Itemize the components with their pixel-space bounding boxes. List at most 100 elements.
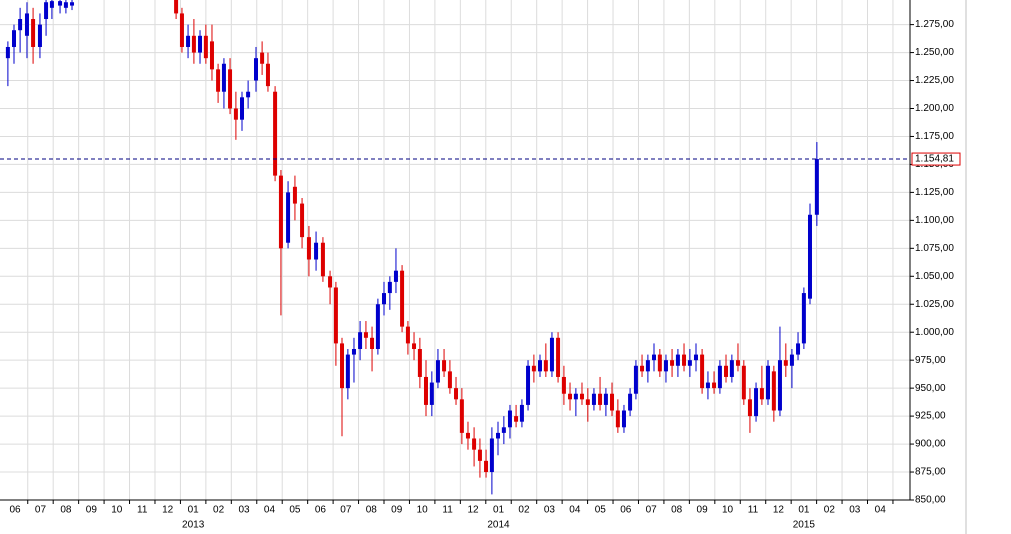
candle-body xyxy=(265,63,270,87)
candle-body xyxy=(777,360,782,411)
candle-body xyxy=(198,35,203,53)
candle-body xyxy=(44,2,49,20)
candle-body xyxy=(70,2,75,6)
x-tick-label: 11 xyxy=(748,505,759,516)
candle-body xyxy=(179,13,184,47)
candle-body xyxy=(363,332,368,338)
candle-body xyxy=(789,354,794,366)
candle-body xyxy=(351,348,356,355)
candle-body xyxy=(496,432,501,439)
axes: 850,00 875,00 900,00 925,00 950,00 975,00 1.00… xyxy=(0,19,961,531)
candle-body xyxy=(24,13,29,36)
candle-body xyxy=(814,159,819,215)
candle-body xyxy=(405,326,410,344)
candle-body xyxy=(477,449,482,461)
candle-body xyxy=(221,63,226,92)
x-tick-label: 03 xyxy=(849,505,861,516)
candle-body xyxy=(682,354,687,366)
candle-body xyxy=(796,343,801,355)
x-tick-label: 02 xyxy=(518,505,530,516)
x-tick-label: 12 xyxy=(773,505,785,516)
candle-body xyxy=(591,393,596,405)
x-tick-label: 11 xyxy=(137,505,148,516)
candle-body xyxy=(63,2,68,8)
candle-body xyxy=(585,399,590,405)
x-tick-label: 07 xyxy=(35,505,47,516)
candle-body xyxy=(657,354,662,372)
candle-body xyxy=(484,460,489,473)
x-tick-label: 01 xyxy=(798,505,810,516)
y-tick-label: 1.125,00 xyxy=(915,187,954,198)
x-tick-label: 07 xyxy=(340,505,352,516)
candle-body xyxy=(387,281,392,294)
candle-body xyxy=(610,393,615,411)
candle-body xyxy=(412,343,417,349)
x-tick-label: 06 xyxy=(620,505,632,516)
candles xyxy=(5,0,819,495)
last-price-box xyxy=(911,152,961,166)
grid xyxy=(0,0,910,501)
last-price-label: 1.154,81 xyxy=(915,154,954,165)
candle-body xyxy=(442,360,447,372)
candle-body xyxy=(278,175,283,249)
candle-body xyxy=(254,58,259,81)
candle-body xyxy=(459,399,464,433)
candle-body xyxy=(382,293,387,305)
x-tick-label: 01 xyxy=(493,505,505,516)
candle-body xyxy=(531,365,536,372)
x-tick-label: 01 xyxy=(188,505,200,516)
year-label: 2014 xyxy=(487,520,510,531)
candle-body xyxy=(370,337,375,349)
x-tick-label: 06 xyxy=(315,505,327,516)
candle-body xyxy=(712,382,717,389)
candle-body xyxy=(447,371,452,389)
x-tick-label: 05 xyxy=(289,505,301,516)
x-tick-label: 11 xyxy=(442,505,453,516)
candle-body xyxy=(358,332,363,349)
y-tick-label: 1.250,00 xyxy=(915,47,954,58)
x-tick-label: 09 xyxy=(697,505,709,516)
candle-body xyxy=(417,348,422,377)
y-tick-label: 1.075,00 xyxy=(915,243,954,254)
candle-body xyxy=(651,354,656,361)
candle-body xyxy=(472,438,477,450)
candle-body xyxy=(568,393,573,400)
x-tick-label: 08 xyxy=(60,505,72,516)
x-tick-label: 04 xyxy=(875,505,887,516)
candle-body xyxy=(246,91,251,98)
x-tick-label: 08 xyxy=(671,505,683,516)
candle-body xyxy=(292,186,297,204)
y-tick-label: 1.200,00 xyxy=(915,103,954,114)
y-tick-label: 1.000,00 xyxy=(915,327,954,338)
y-tick-label: 900,00 xyxy=(915,439,946,450)
candle-body xyxy=(549,337,554,372)
candle-body xyxy=(519,404,524,422)
candle-body xyxy=(393,270,398,282)
candle-body xyxy=(216,69,221,92)
y-tick-label: 1.100,00 xyxy=(915,215,954,226)
candle-body xyxy=(37,24,42,47)
candle-body xyxy=(693,354,698,361)
x-tick-label: 10 xyxy=(722,505,734,516)
candle-body xyxy=(771,371,776,411)
candle-body xyxy=(49,1,54,8)
year-label: 2013 xyxy=(182,520,205,531)
x-tick-label: 06 xyxy=(9,505,21,516)
y-tick-label: 1.175,00 xyxy=(915,131,954,142)
candle-body xyxy=(18,19,23,31)
candle-body xyxy=(543,360,548,372)
candle-body xyxy=(314,242,319,260)
candle-body xyxy=(759,388,764,400)
candle-body xyxy=(573,393,578,400)
candle-body xyxy=(783,360,788,366)
candle-body xyxy=(333,287,338,344)
candle-body xyxy=(345,354,350,389)
y-tick-label: 850,00 xyxy=(915,495,946,506)
candle-body xyxy=(628,393,633,411)
candle-body xyxy=(741,365,746,400)
candle-body xyxy=(598,393,603,405)
candle-body xyxy=(454,388,459,400)
candle-body xyxy=(526,365,531,405)
candle-body xyxy=(501,427,506,433)
x-tick-label: 02 xyxy=(213,505,225,516)
